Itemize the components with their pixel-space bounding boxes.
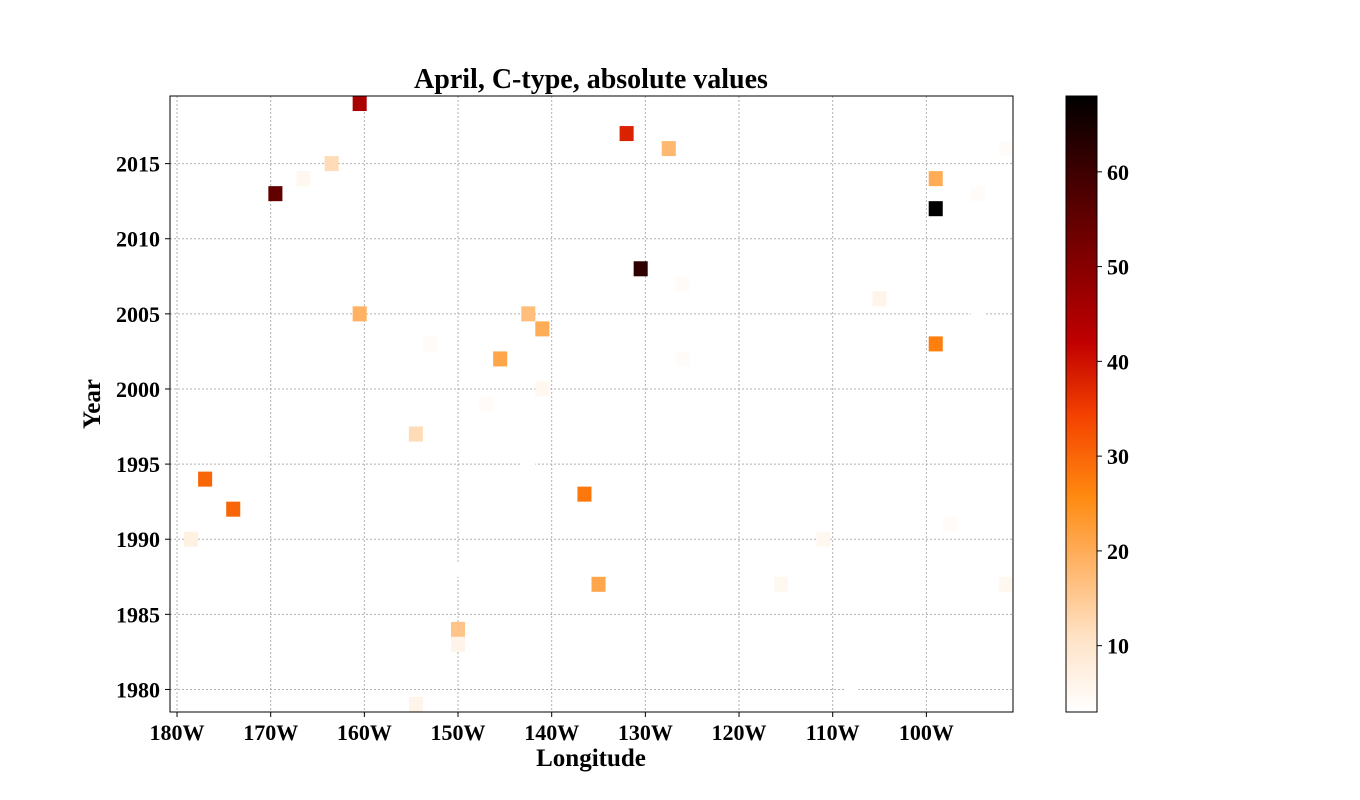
heatmap-cell [324, 156, 339, 172]
colorbar-tick-label: 10 [1107, 634, 1129, 659]
heatmap-cell [970, 186, 985, 202]
heatmap-cell [872, 291, 887, 307]
heatmap-cell [928, 321, 943, 337]
heatmap-cell [816, 531, 831, 547]
heatmap-cell [928, 201, 943, 217]
colorbar-ticks: 10 20 30 40 50 60 [1097, 160, 1129, 659]
x-tick-label: 100W [899, 720, 954, 745]
heatmap-cell [928, 336, 943, 352]
y-tick-label: 2005 [116, 302, 160, 327]
y-tick-label: 2010 [116, 227, 160, 252]
x-tick-label: 150W [431, 720, 486, 745]
heatmap-cell [408, 696, 423, 712]
x-axis-ticks: 180W 170W 160W 150W 140W 130W 120W 110W 100W [150, 712, 954, 745]
heatmap-cell [451, 636, 466, 652]
heatmap-cell [633, 261, 648, 277]
heatmap-cell [184, 531, 199, 547]
heatmap-cell [535, 381, 550, 397]
heatmap-cell [479, 396, 494, 412]
y-axis-label: Year [79, 379, 106, 429]
heatmap-cell [521, 456, 536, 472]
heatmap-cell [970, 306, 985, 322]
plot-frame [169, 95, 1014, 713]
heatmap-cell [296, 171, 311, 187]
heatmap-cell [577, 486, 592, 502]
chart-title: April, C-type, absolute values [414, 64, 768, 95]
heatmap-cells [184, 96, 1013, 712]
heatmap-cell [942, 516, 957, 532]
grid-lines [170, 96, 1013, 712]
colorbar [1065, 95, 1098, 713]
heatmap-cell [493, 351, 508, 367]
colorbar-tick-label: 30 [1107, 444, 1129, 469]
colorbar-tick-label: 50 [1107, 255, 1129, 280]
y-tick-label: 1980 [116, 677, 160, 702]
x-axis-label: Longitude [536, 745, 646, 772]
heatmap-cell [226, 501, 241, 517]
heatmap-cell [998, 141, 1013, 157]
colorbar-tick-label: 40 [1107, 349, 1129, 374]
heatmap-cell [451, 621, 466, 637]
heatmap-cell [198, 471, 213, 487]
heatmap-cell [352, 306, 367, 322]
heatmap-cell [998, 576, 1013, 592]
heatmap-cell [451, 561, 466, 577]
heatmap-cell [422, 336, 437, 352]
heatmap-cell [408, 426, 423, 442]
heatmap-cell [661, 141, 676, 157]
heatmap-cell [675, 276, 690, 292]
heatmap-cell [619, 126, 634, 142]
x-tick-label: 160W [337, 720, 392, 745]
x-tick-label: 140W [524, 720, 579, 745]
heatmap-cell [675, 351, 690, 367]
heatmap-cell [352, 96, 367, 112]
x-tick-label: 110W [806, 720, 860, 745]
x-tick-label: 130W [618, 720, 673, 745]
x-tick-label: 180W [150, 720, 205, 745]
colorbar-tick-label: 20 [1107, 539, 1129, 564]
heatmap-cell [591, 576, 606, 592]
heatmap-cell [268, 186, 283, 202]
x-tick-label: 120W [712, 720, 767, 745]
y-tick-label: 2000 [116, 377, 160, 402]
y-axis-ticks: 1980 1985 1990 1995 2000 2005 2010 2015 [116, 152, 170, 702]
y-tick-label: 1995 [116, 452, 160, 477]
y-tick-label: 2015 [116, 152, 160, 177]
heatmap-cell [774, 576, 789, 592]
heatmap-cell [535, 321, 550, 337]
heatmap-cell [844, 681, 859, 697]
x-tick-label: 170W [243, 720, 298, 745]
y-tick-label: 1985 [116, 602, 160, 627]
heatmap-cell [928, 171, 943, 187]
heatmap-cell [521, 306, 536, 322]
colorbar-tick-label: 60 [1107, 160, 1129, 185]
y-tick-label: 1990 [116, 527, 160, 552]
